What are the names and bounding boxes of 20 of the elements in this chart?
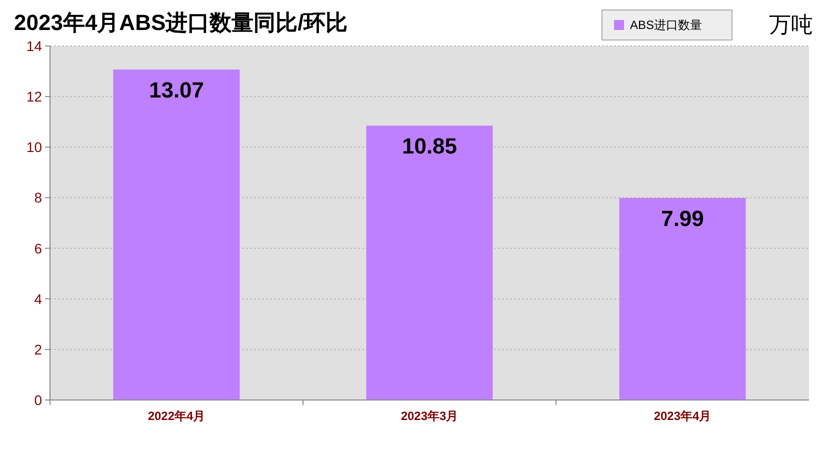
x-tick-label: 2023年3月	[400, 409, 458, 423]
data-label: 10.85	[402, 134, 458, 159]
y-tick-label: 6	[34, 240, 42, 256]
legend-label: ABS进口数量	[630, 18, 702, 32]
y-tick-label: 14	[26, 38, 42, 54]
data-label: 13.07	[148, 78, 204, 103]
y-axis-title: 万吨	[769, 12, 813, 37]
chart-title: 2023年4月ABS进口数量同比/环比	[14, 10, 348, 35]
y-tick-label: 12	[26, 88, 42, 105]
y-tick-label: 4	[34, 290, 42, 307]
x-tick-label: 2022年4月	[148, 409, 206, 423]
bar	[619, 198, 746, 400]
bar	[113, 70, 240, 400]
x-tick-label: 2023年4月	[654, 409, 712, 423]
y-tick-label: 10	[26, 139, 42, 156]
y-tick-label: 0	[34, 392, 42, 408]
y-tick-label: 8	[34, 190, 42, 206]
bar	[366, 126, 493, 400]
y-tick-label: 2	[34, 341, 42, 358]
data-label: 7.99	[661, 206, 704, 231]
